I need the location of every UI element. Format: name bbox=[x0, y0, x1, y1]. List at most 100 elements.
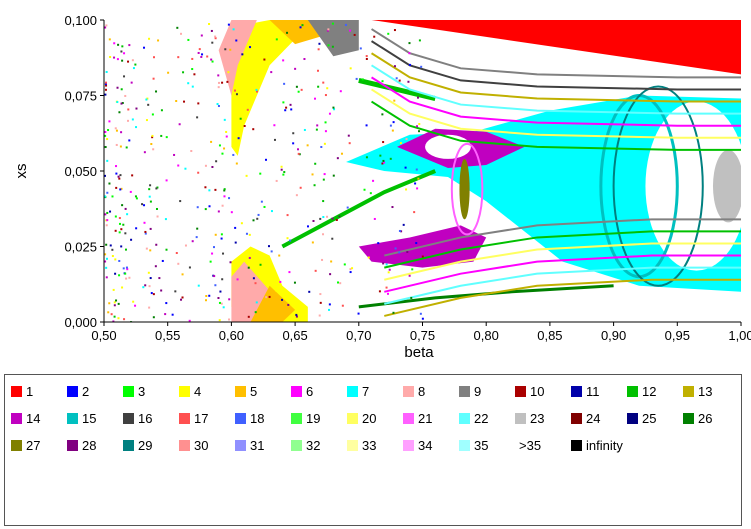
heatmap-point bbox=[120, 187, 123, 190]
heatmap-point bbox=[104, 260, 107, 263]
heatmap-point bbox=[148, 37, 151, 40]
heatmap-point bbox=[125, 146, 128, 149]
heatmap-point bbox=[405, 138, 408, 141]
heatmap-point bbox=[178, 123, 181, 126]
heatmap-point bbox=[210, 29, 213, 32]
legend-label: 20 bbox=[362, 410, 377, 426]
heatmap-point bbox=[191, 240, 194, 243]
heatmap-point bbox=[414, 182, 417, 185]
heatmap-point bbox=[151, 113, 154, 116]
heatmap-point bbox=[386, 292, 389, 295]
heatmap-point bbox=[290, 108, 293, 111]
heatmap-point bbox=[149, 200, 152, 203]
heatmap-point bbox=[243, 125, 246, 128]
heatmap-point bbox=[179, 200, 182, 203]
heatmap-point bbox=[204, 208, 207, 211]
heatmap-point bbox=[369, 192, 372, 195]
heatmap-point bbox=[245, 174, 248, 177]
region-arc-upper bbox=[371, 40, 741, 91]
legend-item: 27 bbox=[11, 437, 40, 453]
heatmap-point bbox=[130, 238, 133, 241]
heatmap-point bbox=[393, 99, 396, 102]
legend-item: 1 bbox=[11, 383, 33, 399]
heatmap-point bbox=[114, 215, 117, 218]
heatmap-point bbox=[156, 186, 159, 189]
heatmap-point bbox=[181, 296, 184, 299]
heatmap-point bbox=[275, 179, 278, 182]
heatmap-scatter-points bbox=[104, 22, 424, 322]
heatmap-point bbox=[148, 195, 151, 198]
heatmap-point bbox=[284, 109, 287, 112]
heatmap-point bbox=[259, 263, 262, 266]
region-arc-upper bbox=[371, 52, 741, 103]
legend-label: 30 bbox=[194, 437, 209, 453]
heatmap-point bbox=[214, 233, 217, 236]
heatmap-point bbox=[398, 229, 401, 232]
heatmap-point bbox=[292, 132, 295, 135]
heatmap-point bbox=[134, 195, 137, 198]
heatmap-point bbox=[327, 28, 330, 31]
heatmap-point bbox=[184, 244, 187, 247]
heatmap-point bbox=[318, 314, 321, 317]
region-4-upper bbox=[231, 20, 308, 156]
region-arc-lower bbox=[384, 266, 741, 305]
heatmap-point bbox=[297, 148, 300, 151]
region-arc-upper bbox=[371, 64, 741, 115]
heatmap-point bbox=[118, 111, 121, 114]
heatmap-point bbox=[349, 67, 352, 70]
legend-swatch bbox=[67, 439, 78, 451]
heatmap-point bbox=[197, 51, 200, 54]
heatmap-point bbox=[235, 39, 238, 42]
heatmap-point bbox=[206, 55, 209, 58]
heatmap-point bbox=[254, 311, 257, 314]
heatmap-point bbox=[408, 274, 411, 277]
heatmap-point bbox=[393, 65, 396, 68]
legend-label: 23 bbox=[530, 410, 545, 426]
legend-item: 23 bbox=[515, 410, 544, 426]
heatmap-point bbox=[111, 248, 114, 251]
heatmap-point bbox=[232, 28, 235, 31]
heatmap-point bbox=[208, 189, 211, 192]
heatmap-point bbox=[323, 173, 326, 176]
heatmap-point bbox=[254, 282, 257, 285]
heatmap-point bbox=[152, 56, 155, 59]
heatmap-point bbox=[239, 117, 242, 120]
heatmap-point bbox=[270, 71, 273, 74]
heatmap-point bbox=[332, 106, 335, 109]
heatmap-point bbox=[149, 227, 152, 230]
heatmap-point bbox=[331, 217, 334, 220]
heatmap-point bbox=[349, 271, 352, 274]
legend-item: 12 bbox=[627, 383, 656, 399]
heatmap-point bbox=[297, 90, 300, 93]
legend-swatch bbox=[235, 439, 246, 451]
heatmap-point bbox=[333, 108, 336, 111]
legend-item: 31 bbox=[235, 437, 264, 453]
heatmap-point bbox=[289, 239, 292, 242]
heatmap-point bbox=[117, 175, 120, 178]
heatmap-point bbox=[394, 247, 397, 250]
heatmap-point bbox=[241, 53, 244, 56]
heatmap-point bbox=[270, 210, 273, 213]
legend-label: 34 bbox=[418, 437, 433, 453]
heatmap-point bbox=[105, 81, 108, 84]
heatmap-point bbox=[122, 223, 125, 226]
heatmap-point bbox=[259, 172, 262, 175]
heatmap-point bbox=[218, 301, 221, 304]
heatmap-point bbox=[275, 38, 278, 41]
legend-label: infinity bbox=[586, 437, 623, 453]
heatmap-point bbox=[125, 277, 128, 280]
heatmap-point bbox=[282, 59, 285, 62]
heatmap-point bbox=[398, 251, 401, 254]
heatmap-point bbox=[319, 301, 322, 304]
heatmap-point bbox=[109, 210, 112, 213]
legend-swatch bbox=[347, 412, 358, 424]
heatmap-point bbox=[223, 147, 226, 150]
heatmap-point bbox=[104, 131, 107, 134]
heatmap-point bbox=[197, 171, 200, 174]
heatmap-point bbox=[263, 205, 266, 208]
heatmap-point bbox=[131, 59, 134, 62]
heatmap-point bbox=[152, 316, 155, 319]
legend-item: 3 bbox=[123, 383, 145, 399]
heatmap-point bbox=[183, 100, 186, 103]
heatmap-point bbox=[113, 301, 116, 304]
